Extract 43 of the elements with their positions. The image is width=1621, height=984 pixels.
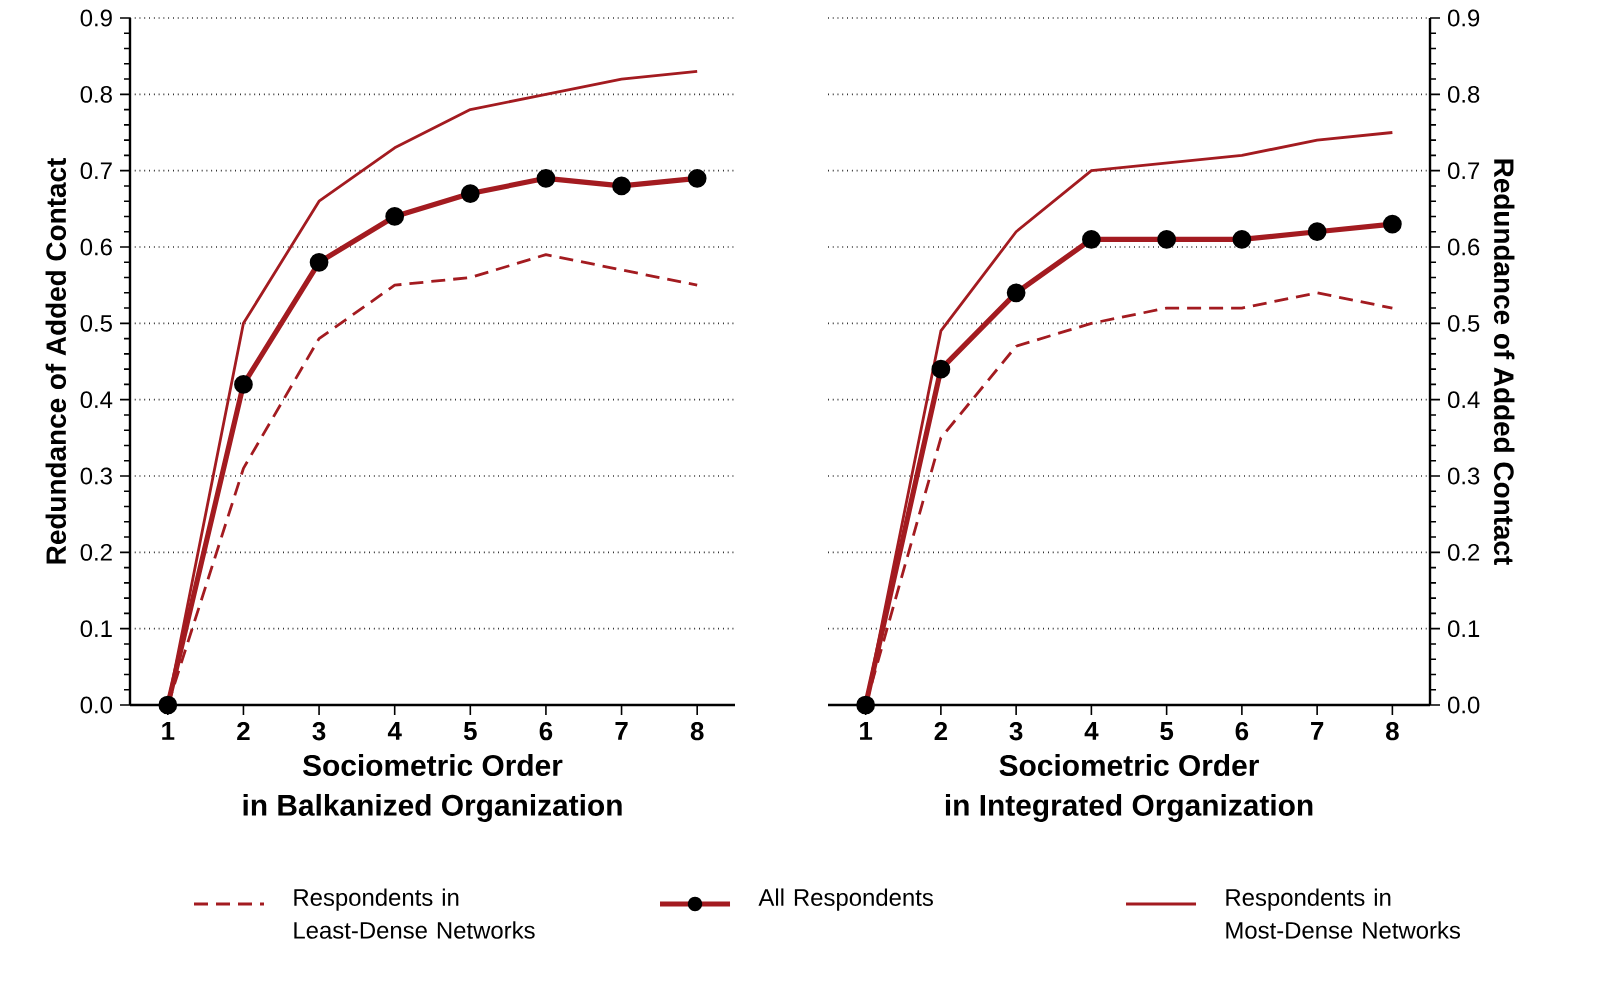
x-tick-label: 5	[1160, 722, 1174, 741]
y2-tick-label: 0.4	[1447, 391, 1480, 409]
x-tick-label: 1	[162, 722, 175, 740]
x-tick-label: 8	[1385, 722, 1399, 741]
legend-label: Respondents in Most-Dense Networks	[1226, 888, 1461, 939]
y2-tick-label: 0.9	[1447, 9, 1480, 27]
legend-label: All Respondents	[758, 888, 933, 911]
x-tick-label: 4	[387, 722, 402, 740]
x-tick-label: 2	[237, 722, 250, 741]
y-tick-label: 0.8	[80, 85, 112, 103]
y-tick-label: 0.5	[80, 314, 112, 332]
y2-tick-label: 0.5	[1447, 314, 1480, 332]
y-tick-label: 0.2	[80, 543, 112, 561]
x-axis-title: Sociometric Order in Balkanized Organization	[243, 754, 622, 822]
y2-tick-label: 0.7	[1447, 162, 1480, 180]
y-tick-label: 0.6	[80, 238, 112, 256]
y2-tick-label: 0.6	[1447, 238, 1480, 256]
x-tick-label: 8	[690, 722, 704, 741]
y-tick-label: 0.9	[80, 9, 112, 27]
x-tick-label: 6	[539, 722, 553, 741]
y-tick-label: 0.4	[80, 391, 113, 409]
y2-tick-label: 0.3	[1447, 467, 1480, 485]
y2-tick-label: 0.2	[1447, 543, 1480, 561]
y2-tick-label: 0.1	[1447, 620, 1480, 638]
y2-axis-title: Redundance of Added Contact	[1493, 159, 1515, 565]
y-tick-label: 0.7	[80, 162, 112, 180]
y2-tick-label: 0.0	[1447, 696, 1480, 714]
x-tick-label: 7	[1311, 722, 1324, 740]
y-axis-title: Redundance of Added Contact	[45, 158, 67, 564]
y2-tick-label: 0.8	[1447, 85, 1480, 103]
x-tick-label: 3	[1009, 722, 1023, 741]
y-tick-label: 0.3	[80, 467, 112, 485]
x-tick-label: 3	[312, 722, 326, 741]
y-tick-label: 0.1	[80, 620, 112, 638]
x-tick-label: 5	[463, 722, 477, 741]
x-axis-title: Sociometric Order in Integrated Organization	[945, 754, 1313, 822]
y-tick-label: 0.0	[80, 696, 113, 714]
x-tick-label: 6	[1235, 722, 1249, 741]
x-tick-label: 2	[934, 722, 948, 741]
legend-label: Respondents in Least-Dense Networks	[294, 888, 535, 939]
x-tick-label: 1	[860, 722, 873, 740]
x-tick-label: 4	[1084, 722, 1099, 740]
x-tick-label: 7	[615, 722, 628, 740]
